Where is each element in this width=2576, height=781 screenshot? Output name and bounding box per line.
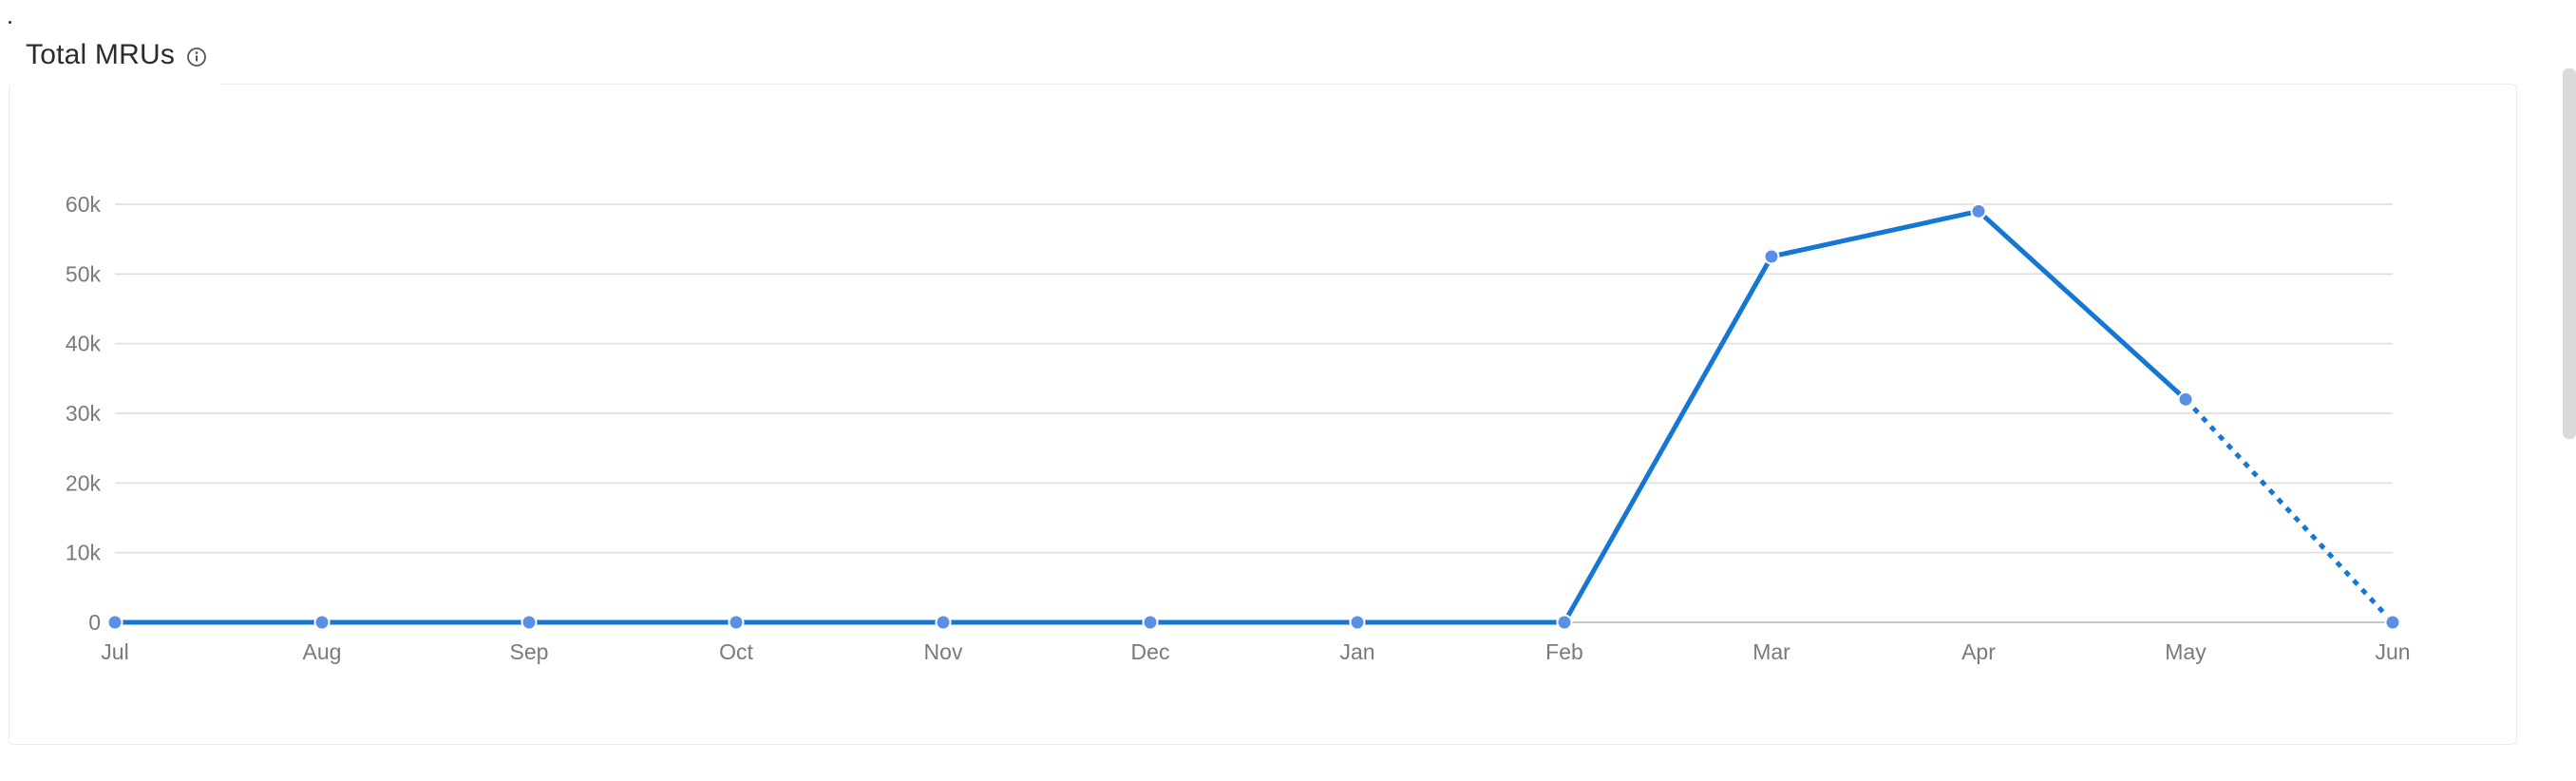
data-point[interactable]: [935, 614, 952, 631]
data-point[interactable]: [1970, 202, 1987, 219]
y-tick-label: 50k: [66, 261, 102, 286]
series-line-projected: [2184, 397, 2395, 624]
data-point[interactable]: [313, 614, 331, 631]
x-tick-label: Aug: [303, 639, 342, 664]
series-line: [112, 208, 2188, 625]
x-tick-label: Jul: [101, 639, 128, 664]
vertical-scrollbar[interactable]: [2563, 68, 2576, 439]
x-tick-label: Dec: [1131, 639, 1170, 664]
y-tick-label: 20k: [66, 470, 102, 495]
data-point[interactable]: [521, 614, 538, 631]
y-tick-label: 60k: [66, 192, 102, 217]
data-point[interactable]: [1142, 614, 1159, 631]
chart-card: [9, 84, 2517, 745]
y-tick-label: 0: [88, 610, 101, 635]
grid-lines: [115, 203, 2393, 623]
x-tick-label: Feb: [1545, 639, 1583, 664]
data-point[interactable]: [106, 614, 123, 631]
x-tick-label: Apr: [1961, 639, 1996, 664]
x-tick-label: Jun: [2375, 639, 2410, 664]
series-points: [106, 202, 2401, 631]
x-tick-label: Sep: [510, 639, 549, 664]
chart-header: Total MRUs: [9, 25, 221, 86]
y-axis-ticks: 0 10k 20k 30k 40k 50k 60k: [66, 192, 102, 635]
y-tick-label: 30k: [66, 401, 102, 426]
data-point[interactable]: [1763, 248, 1780, 265]
chart-title: Total MRUs: [26, 39, 176, 70]
y-tick-label: 40k: [66, 332, 102, 356]
x-tick-label: Mar: [1752, 639, 1790, 664]
series-lines: [112, 208, 2395, 625]
info-circle-icon[interactable]: [186, 47, 207, 67]
corner-dot: [9, 21, 11, 24]
data-point[interactable]: [2384, 614, 2401, 631]
x-tick-label: Nov: [924, 639, 963, 664]
x-tick-label: May: [2165, 639, 2207, 664]
data-point[interactable]: [2177, 390, 2194, 408]
data-point[interactable]: [1349, 614, 1366, 631]
x-tick-label: Jan: [1339, 639, 1374, 664]
data-point[interactable]: [1556, 614, 1573, 631]
x-axis-ticks: Jul Aug Sep Oct Nov Dec Jan Feb Mar Apr May Jun: [101, 639, 2410, 664]
y-tick-label: 10k: [66, 541, 102, 565]
x-tick-label: Oct: [719, 639, 753, 664]
data-point[interactable]: [728, 614, 745, 631]
